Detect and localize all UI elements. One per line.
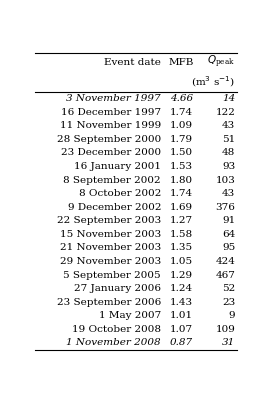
Text: 1 November 2008: 1 November 2008 — [66, 338, 161, 347]
Text: 8 October 2002: 8 October 2002 — [79, 189, 161, 198]
Text: 4.66: 4.66 — [170, 94, 193, 103]
Text: 95: 95 — [222, 243, 235, 252]
Text: 16 January 2001: 16 January 2001 — [74, 162, 161, 171]
Text: 15 November 2003: 15 November 2003 — [60, 230, 161, 239]
Text: 9: 9 — [229, 311, 235, 320]
Text: 8 September 2002: 8 September 2002 — [63, 175, 161, 185]
Text: 424: 424 — [215, 257, 235, 266]
Text: 467: 467 — [215, 271, 235, 279]
Text: 28 September 2000: 28 September 2000 — [57, 135, 161, 144]
Text: 11 November 1999: 11 November 1999 — [60, 121, 161, 130]
Text: 91: 91 — [222, 216, 235, 225]
Text: MFB: MFB — [169, 58, 194, 67]
Text: 1.80: 1.80 — [170, 175, 193, 185]
Text: 1.05: 1.05 — [170, 257, 193, 266]
Text: 1.79: 1.79 — [170, 135, 193, 144]
Text: 19 October 2008: 19 October 2008 — [72, 325, 161, 334]
Text: 1.24: 1.24 — [170, 284, 193, 293]
Text: 31: 31 — [222, 338, 235, 347]
Text: 52: 52 — [222, 284, 235, 293]
Text: 3 November 1997: 3 November 1997 — [66, 94, 161, 103]
Text: 16 December 1997: 16 December 1997 — [61, 108, 161, 117]
Text: 0.87: 0.87 — [170, 338, 193, 347]
Text: 43: 43 — [222, 121, 235, 130]
Text: 9 December 2002: 9 December 2002 — [68, 203, 161, 212]
Text: 64: 64 — [222, 230, 235, 239]
Text: 22 September 2003: 22 September 2003 — [57, 216, 161, 225]
Text: 5 September 2005: 5 September 2005 — [63, 271, 161, 279]
Text: 1.74: 1.74 — [170, 189, 193, 198]
Text: 43: 43 — [222, 189, 235, 198]
Text: 1 May 2007: 1 May 2007 — [99, 311, 161, 320]
Text: 23: 23 — [222, 298, 235, 307]
Text: 1.50: 1.50 — [170, 148, 193, 158]
Text: Event date: Event date — [104, 58, 161, 67]
Text: 1.74: 1.74 — [170, 108, 193, 117]
Text: 29 November 2003: 29 November 2003 — [60, 257, 161, 266]
Text: 1.43: 1.43 — [170, 298, 193, 307]
Text: 1.29: 1.29 — [170, 271, 193, 279]
Text: 376: 376 — [215, 203, 235, 212]
Text: 23 December 2000: 23 December 2000 — [61, 148, 161, 158]
Text: 1.35: 1.35 — [170, 243, 193, 252]
Text: 1.07: 1.07 — [170, 325, 193, 334]
Text: 109: 109 — [215, 325, 235, 334]
Text: 1.58: 1.58 — [170, 230, 193, 239]
Text: $Q_\mathregular{peak}$
(m$^3$ s$^{-1}$): $Q_\mathregular{peak}$ (m$^3$ s$^{-1}$) — [191, 54, 235, 89]
Text: 1.69: 1.69 — [170, 203, 193, 212]
Text: 1.27: 1.27 — [170, 216, 193, 225]
Text: 122: 122 — [215, 108, 235, 117]
Text: 1.01: 1.01 — [170, 311, 193, 320]
Text: 48: 48 — [222, 148, 235, 158]
Text: 1.09: 1.09 — [170, 121, 193, 130]
Text: 51: 51 — [222, 135, 235, 144]
Text: 93: 93 — [222, 162, 235, 171]
Text: 103: 103 — [215, 175, 235, 185]
Text: 23 September 2006: 23 September 2006 — [57, 298, 161, 307]
Text: 14: 14 — [222, 94, 235, 103]
Text: 27 January 2006: 27 January 2006 — [74, 284, 161, 293]
Text: 1.53: 1.53 — [170, 162, 193, 171]
Text: 21 November 2003: 21 November 2003 — [60, 243, 161, 252]
